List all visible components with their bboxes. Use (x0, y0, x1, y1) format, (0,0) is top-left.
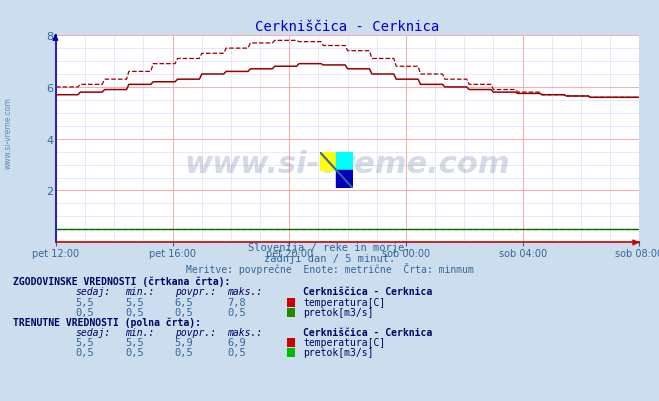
Text: 7,8: 7,8 (227, 297, 246, 307)
Text: maks.:: maks.: (227, 287, 262, 297)
Text: 6,5: 6,5 (175, 297, 193, 307)
Text: zadnji dan / 5 minut.: zadnji dan / 5 minut. (264, 253, 395, 263)
Text: sedaj:: sedaj: (76, 327, 111, 337)
Text: www.si-vreme.com: www.si-vreme.com (185, 150, 511, 178)
Bar (336, 170, 353, 188)
Text: 5,9: 5,9 (175, 337, 193, 347)
Text: povpr.:: povpr.: (175, 327, 215, 337)
Text: pretok[m3/s]: pretok[m3/s] (303, 347, 374, 357)
Text: 0,5: 0,5 (175, 307, 193, 317)
Text: Cerkniščica - Cerknica: Cerkniščica - Cerknica (303, 327, 432, 337)
Text: Slovenija / reke in morje.: Slovenija / reke in morje. (248, 243, 411, 253)
Text: sedaj:: sedaj: (76, 287, 111, 297)
Text: Meritve: povprečne  Enote: metrične  Črta: minmum: Meritve: povprečne Enote: metrične Črta:… (186, 263, 473, 275)
Text: pretok[m3/s]: pretok[m3/s] (303, 307, 374, 317)
Text: 0,5: 0,5 (125, 347, 144, 357)
Text: 0,5: 0,5 (175, 347, 193, 357)
Title: Cerkniščica - Cerknica: Cerkniščica - Cerknica (256, 20, 440, 34)
Text: www.si-vreme.com: www.si-vreme.com (3, 97, 13, 168)
Text: povpr.:: povpr.: (175, 287, 215, 297)
Text: 0,5: 0,5 (76, 347, 94, 357)
Text: 5,5: 5,5 (76, 337, 94, 347)
Text: 6,9: 6,9 (227, 337, 246, 347)
Text: TRENUTNE VREDNOSTI (polna črta):: TRENUTNE VREDNOSTI (polna črta): (13, 316, 201, 327)
Text: 5,5: 5,5 (125, 297, 144, 307)
Text: 0,5: 0,5 (76, 307, 94, 317)
Text: maks.:: maks.: (227, 327, 262, 337)
Text: 0,5: 0,5 (227, 347, 246, 357)
Text: 0,5: 0,5 (125, 307, 144, 317)
Bar (320, 152, 336, 170)
Text: temperatura[C]: temperatura[C] (303, 297, 386, 307)
Text: ZGODOVINSKE VREDNOSTI (črtkana črta):: ZGODOVINSKE VREDNOSTI (črtkana črta): (13, 276, 231, 287)
Text: min.:: min.: (125, 287, 155, 297)
Text: Cerkniščica - Cerknica: Cerkniščica - Cerknica (303, 287, 432, 297)
Text: 0,5: 0,5 (227, 307, 246, 317)
Text: temperatura[C]: temperatura[C] (303, 337, 386, 347)
Text: min.:: min.: (125, 327, 155, 337)
Text: 5,5: 5,5 (76, 297, 94, 307)
Text: 5,5: 5,5 (125, 337, 144, 347)
Bar (336, 152, 353, 170)
